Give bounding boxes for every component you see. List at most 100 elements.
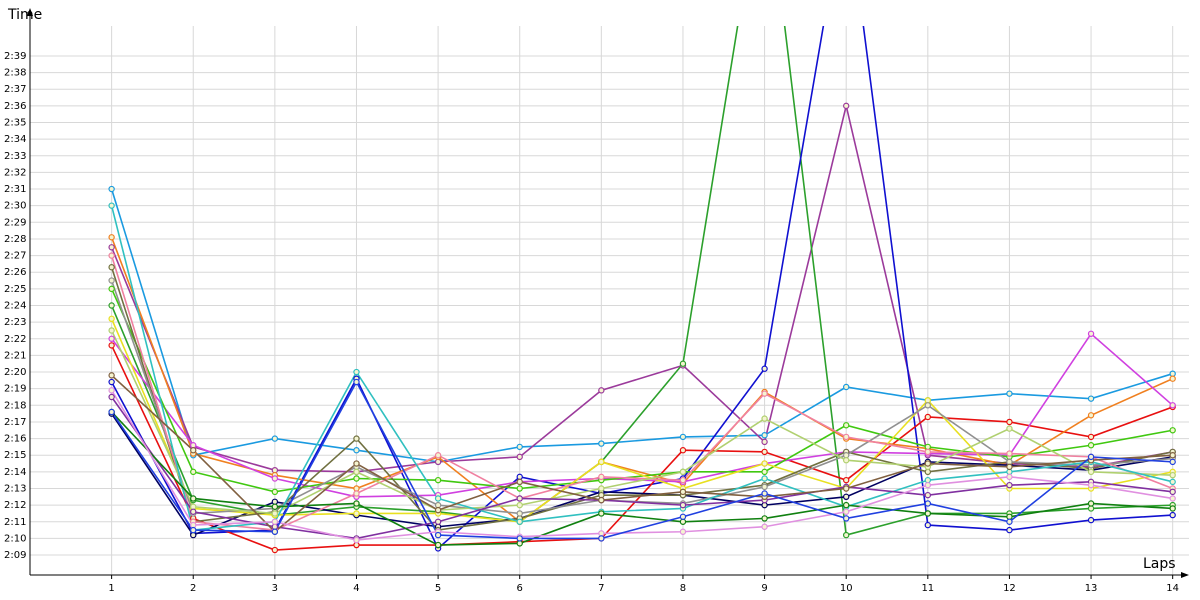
data-point: [271, 488, 279, 496]
data-point: [434, 476, 442, 484]
data-point: [679, 447, 687, 454]
data-point: [679, 488, 687, 496]
series-line: [110, 396, 1173, 540]
x-tick-label: 3: [272, 583, 278, 594]
data-point: [190, 508, 197, 515]
data-point: [1087, 468, 1095, 476]
data-point: [679, 528, 687, 535]
data-point: [761, 460, 768, 467]
data-point: [1006, 481, 1013, 489]
data-point: [842, 508, 850, 515]
data-point: [516, 518, 523, 525]
data-point: [679, 360, 687, 367]
y-tick-label: 2:33: [4, 151, 26, 162]
data-point: [598, 510, 605, 517]
plot-area: [108, 26, 1176, 554]
y-tick-label: 2:16: [4, 434, 26, 445]
data-point: [924, 521, 932, 529]
x-tick-label: 11: [921, 583, 934, 594]
data-point: [434, 506, 442, 514]
data-point: [108, 408, 115, 416]
data-point: [516, 535, 523, 542]
data-point: [108, 335, 115, 342]
y-tick-label: 2:20: [4, 367, 26, 378]
data-point: [842, 501, 850, 509]
data-point: [353, 536, 360, 544]
data-point: [108, 234, 115, 241]
data-point: [434, 518, 442, 525]
data-point: [761, 523, 768, 530]
series-line: [110, 345, 1173, 551]
series-line: [110, 266, 1173, 531]
data-point: [353, 510, 360, 517]
data-point: [1169, 495, 1176, 502]
data-point: [190, 447, 197, 454]
data-point: [761, 483, 768, 491]
data-point: [1087, 330, 1095, 337]
y-tick-label: 2:31: [4, 184, 26, 195]
data-point: [353, 368, 360, 376]
series-line: [110, 188, 1173, 463]
data-point: [353, 468, 360, 476]
data-point: [190, 495, 197, 502]
y-tick-label: 2:38: [4, 68, 26, 79]
y-tick-label: 2:15: [4, 450, 26, 461]
series-line: [110, 255, 1173, 531]
data-point: [353, 475, 360, 482]
data-point: [434, 495, 442, 502]
y-tick-label: 2:10: [4, 533, 26, 544]
data-point: [108, 185, 115, 193]
data-point: [1087, 433, 1095, 441]
data-point: [108, 244, 115, 251]
data-point: [842, 493, 850, 501]
data-point: [679, 468, 687, 476]
series-line: [110, 26, 1173, 537]
data-point: [271, 546, 279, 554]
data-point: [1087, 481, 1095, 489]
y-tick-label: 2:18: [4, 400, 26, 411]
data-point: [679, 433, 687, 441]
data-point: [842, 433, 850, 441]
data-point: [761, 515, 768, 522]
data-point: [1169, 375, 1176, 382]
data-point: [598, 535, 605, 542]
data-point: [842, 485, 850, 492]
data-point: [842, 383, 850, 391]
x-tick-label: 1: [108, 583, 114, 594]
y-tick-label: 2:14: [4, 467, 26, 478]
data-point: [190, 468, 197, 476]
data-point: [516, 510, 523, 517]
data-point: [434, 541, 442, 549]
x-tick-label: 4: [353, 583, 359, 594]
data-point: [1006, 450, 1013, 457]
data-point: [924, 481, 932, 489]
data-point: [1169, 427, 1176, 434]
data-point: [108, 378, 115, 386]
data-point: [1087, 516, 1095, 524]
data-point: [1006, 390, 1013, 397]
data-point: [842, 531, 850, 539]
data-point: [924, 413, 932, 421]
data-point: [271, 510, 279, 517]
data-point: [598, 387, 605, 394]
series-line: [111, 374, 1173, 533]
y-tick-label: 2:11: [4, 517, 26, 528]
x-tick-label: 12: [1003, 583, 1016, 594]
y-tick-label: 2:36: [4, 101, 26, 112]
series-line: [110, 205, 1173, 531]
data-point: [761, 432, 768, 439]
y-tick-label: 2:12: [4, 500, 26, 511]
data-point: [108, 387, 115, 394]
data-point: [679, 513, 687, 520]
data-point: [761, 390, 768, 397]
series-line: [110, 280, 1173, 515]
y-tick-label: 2:25: [4, 284, 26, 295]
y-tick-label: 2:09: [4, 550, 26, 561]
data-point: [271, 518, 279, 525]
data-point: [761, 448, 768, 456]
data-point: [1006, 518, 1013, 525]
series-line: [110, 26, 1173, 550]
data-point: [353, 378, 360, 386]
